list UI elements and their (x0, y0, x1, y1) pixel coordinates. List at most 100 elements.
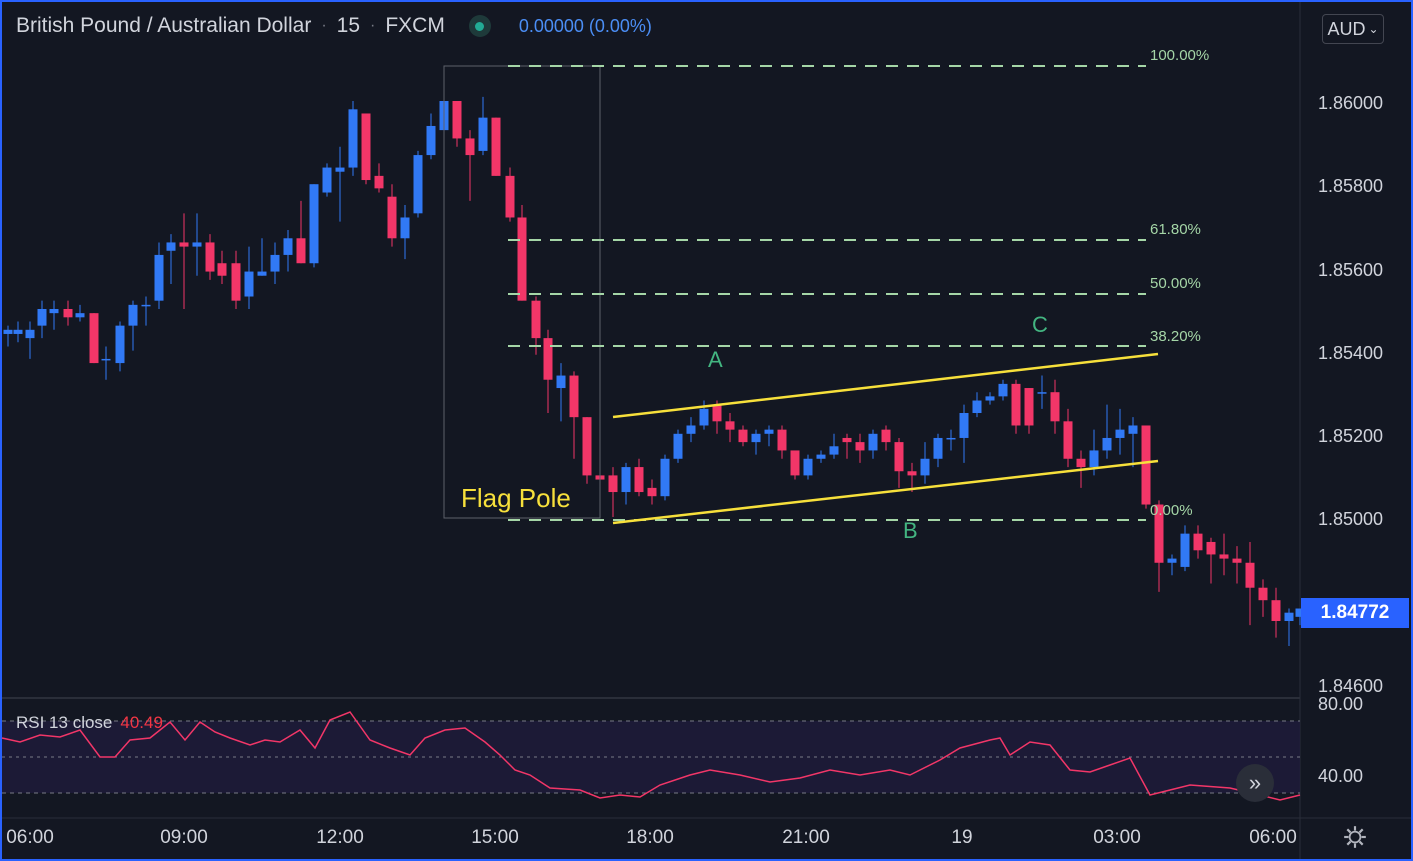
candle-body (465, 138, 475, 156)
fib-level-label: 100.00% (1150, 47, 1209, 64)
symbol-header[interactable]: British Pound / Australian Dollar · 15 ·… (16, 14, 652, 38)
symbol-name[interactable]: British Pound / Australian Dollar (16, 14, 312, 37)
currency-button[interactable]: AUD ⌄ (1322, 14, 1384, 44)
rsi-tick: 40.00 (1318, 766, 1363, 786)
price-tick: 1.85200 (1318, 426, 1383, 446)
price-tick: 1.86000 (1318, 93, 1383, 113)
candle-body (1128, 425, 1138, 434)
candle-body (413, 155, 423, 214)
candle-body (517, 217, 527, 301)
candle-body (1295, 608, 1305, 617)
time-tick: 03:00 (1093, 827, 1141, 848)
rsi-legend[interactable]: RSI 13 close 40.49 (16, 713, 163, 733)
candle-body (374, 175, 384, 189)
candle-body (933, 437, 943, 459)
price-change: 0.00000 (0.00%) (518, 15, 652, 36)
candle-body (478, 117, 488, 151)
candle-body (1245, 562, 1255, 588)
candle-body (868, 433, 878, 451)
time-tick: 12:00 (316, 827, 364, 848)
rsi-value: 40.49 (120, 713, 163, 732)
time-tick: 21:00 (782, 827, 830, 848)
candle-body (217, 263, 227, 276)
candle-body (621, 467, 631, 493)
candle-body (569, 375, 579, 418)
fib-level-label: 0.00% (1150, 502, 1193, 519)
candle-body (764, 429, 774, 434)
candle-body (920, 458, 930, 476)
settings-gear-icon[interactable] (1342, 824, 1368, 850)
candle-body (1011, 383, 1021, 426)
flag-pole-box (443, 65, 601, 519)
interval-label[interactable]: 15 (336, 14, 360, 37)
candle-body (946, 437, 956, 440)
candle-body (1063, 421, 1073, 459)
candle-body (49, 309, 59, 314)
candle-body (296, 238, 306, 264)
candle-body (452, 101, 462, 139)
candle-body (582, 417, 592, 476)
time-tick: 09:00 (160, 827, 208, 848)
price-tick: 1.84600 (1318, 676, 1383, 696)
candle-body (699, 408, 709, 426)
candle-body (1167, 558, 1177, 563)
time-tick: 18:00 (626, 827, 674, 848)
fast-forward-icon[interactable]: » (1236, 764, 1274, 802)
candle-body (1037, 392, 1047, 394)
candle-body (1232, 558, 1242, 563)
time-tick: 06:00 (6, 827, 54, 848)
candle-body (89, 313, 99, 364)
candle-body (751, 433, 761, 443)
candle-body (101, 358, 111, 361)
candle-body (998, 383, 1008, 397)
candle-body (1076, 458, 1086, 468)
candle-body (790, 450, 800, 476)
point-b-label: B (903, 518, 918, 543)
candle-body (335, 167, 345, 172)
market-status-icon (468, 15, 491, 37)
candle-body (1193, 533, 1203, 551)
candle-body (660, 458, 670, 497)
flag-lower-line (612, 459, 1159, 525)
candle-body (725, 421, 735, 430)
time-tick: 15:00 (471, 827, 519, 848)
rsi-band (2, 721, 1300, 793)
candle-body (1219, 554, 1229, 559)
candle-body (309, 184, 319, 264)
candle-body (738, 429, 748, 443)
candle-body (3, 329, 13, 334)
rsi-tick: 80.00 (1318, 694, 1363, 714)
candle-body (166, 242, 176, 251)
rsi-title: RSI 13 close (16, 713, 113, 732)
candle-body (1089, 450, 1099, 468)
time-tick: 19 (951, 827, 972, 848)
fib-level-label: 61.80% (1150, 221, 1201, 238)
price-tick: 1.85600 (1318, 260, 1383, 280)
candle-body (686, 425, 696, 434)
candle-body (1024, 388, 1034, 426)
time-tick: 06:00 (1249, 827, 1297, 848)
current-price-label: 1.84772 (1301, 598, 1409, 628)
candle-body (13, 329, 23, 334)
candle-body (25, 329, 35, 339)
candle-body (816, 454, 826, 459)
candle-body (128, 304, 138, 326)
candle-body (1050, 392, 1060, 422)
candle-body (154, 254, 164, 301)
candle-body (1115, 429, 1125, 438)
rsi-line (1, 711, 1301, 801)
candle-body (829, 446, 839, 455)
candle-body (361, 113, 371, 181)
flag-upper-line (612, 352, 1159, 419)
price-tick: 1.85800 (1318, 176, 1383, 196)
candle-body (322, 167, 332, 193)
price-tick: 1.85000 (1318, 509, 1383, 529)
separator: · (370, 17, 376, 34)
candle-body (348, 109, 358, 168)
candle-body (491, 117, 501, 176)
chevron-down-icon: ⌄ (1368, 22, 1379, 36)
candle-body (855, 442, 865, 451)
candle-body (972, 400, 982, 413)
